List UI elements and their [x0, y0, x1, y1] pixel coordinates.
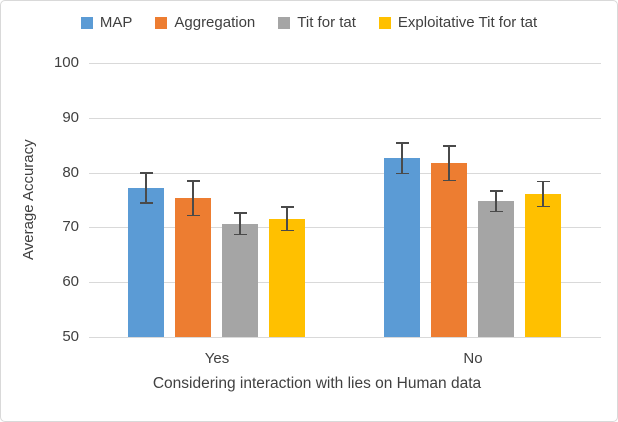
y-tick-label-50: 50 [62, 328, 79, 345]
gridline-80 [89, 172, 601, 174]
error-cap-bottom-exploitative-tit-for-tat-no [536, 205, 550, 208]
error-bar-tit-for-tat-yes [239, 212, 241, 236]
bar-tit-for-tat-no [478, 201, 514, 337]
legend-label-aggregation: Aggregation [174, 14, 256, 31]
bar-exploitative-tit-for-tat-no [525, 193, 561, 337]
y-tick-label-70: 70 [62, 218, 79, 236]
legend-item-map: MAP [80, 14, 133, 32]
error-bar-aggregation-yes [192, 180, 194, 217]
bar-aggregation-no [431, 163, 467, 337]
error-cap-bottom-map-no [395, 172, 409, 175]
legend-swatch-aggregation [155, 17, 168, 29]
error-cap-top-exploitative-tit-for-tat-yes [280, 206, 294, 208]
x-category-label-yes: Yes [204, 350, 230, 367]
error-bar-map-no [401, 142, 403, 175]
error-cap-top-tit-for-tat-yes [233, 212, 247, 214]
error-bar-exploitative-tit-for-tat-no [542, 180, 544, 208]
error-cap-top-tit-for-tat-no [489, 190, 503, 192]
legend-swatch-map [80, 17, 93, 29]
legend-label-exploitative-tit-for-tat: Exploitative Tit for tat [397, 14, 538, 31]
error-cap-top-aggregation-no [442, 145, 456, 147]
gridline-100 [89, 63, 601, 64]
bar-map-yes [128, 187, 164, 337]
error-bar-tit-for-tat-no [495, 190, 497, 213]
y-tick-label-60: 60 [62, 273, 79, 291]
error-bar-aggregation-no [448, 145, 450, 182]
legend: MAP Aggregation Tit for tat Exploitative Ti… [1, 14, 617, 32]
legend-item-tit-for-tat: Tit for tat [278, 14, 356, 32]
error-cap-top-map-yes [139, 172, 153, 174]
error-cap-bottom-map-yes [139, 202, 153, 204]
gridline-70 [89, 227, 601, 229]
x-category-label-no: No [463, 350, 483, 367]
error-cap-bottom-exploitative-tit-for-tat-yes [280, 229, 294, 232]
bar-map-no [384, 158, 420, 337]
gridline-90 [89, 117, 601, 119]
error-cap-bottom-tit-for-tat-no [489, 210, 503, 213]
legend-swatch-exploitative-tit-for-tat [378, 17, 391, 29]
error-cap-bottom-aggregation-no [442, 179, 456, 182]
error-cap-bottom-tit-for-tat-yes [233, 233, 247, 236]
error-bar-map-yes [145, 172, 147, 204]
bar-tit-for-tat-yes [222, 223, 258, 337]
error-bar-exploitative-tit-for-tat-yes [286, 206, 288, 232]
legend-label-tit-for-tat: Tit for tat [297, 14, 356, 31]
bar-aggregation-yes [175, 198, 211, 337]
y-tick-label-90: 90 [62, 108, 79, 126]
error-cap-top-map-no [395, 142, 409, 144]
y-tick-label-80: 80 [62, 163, 79, 181]
plot-area: 50 60 70 80 90 100 Yes No [54, 54, 601, 367]
bar-exploitative-tit-for-tat-yes [269, 218, 305, 337]
y-axis-title: Average Accuracy [20, 139, 37, 261]
legend-item-exploitative-tit-for-tat: Exploitative Tit for tat [378, 14, 538, 32]
error-cap-bottom-aggregation-yes [186, 214, 200, 217]
x-axis-title: Considering interaction with lies on Hum… [152, 375, 482, 392]
error-cap-top-aggregation-yes [186, 180, 200, 182]
y-tick-label-100: 100 [53, 54, 79, 71]
error-cap-top-exploitative-tit-for-tat-no [536, 180, 550, 183]
gridline-60 [89, 282, 601, 284]
legend-label-map: MAP [99, 14, 133, 31]
legend-item-aggregation: Aggregation [155, 14, 255, 32]
legend-swatch-tit-for-tat [278, 17, 291, 29]
